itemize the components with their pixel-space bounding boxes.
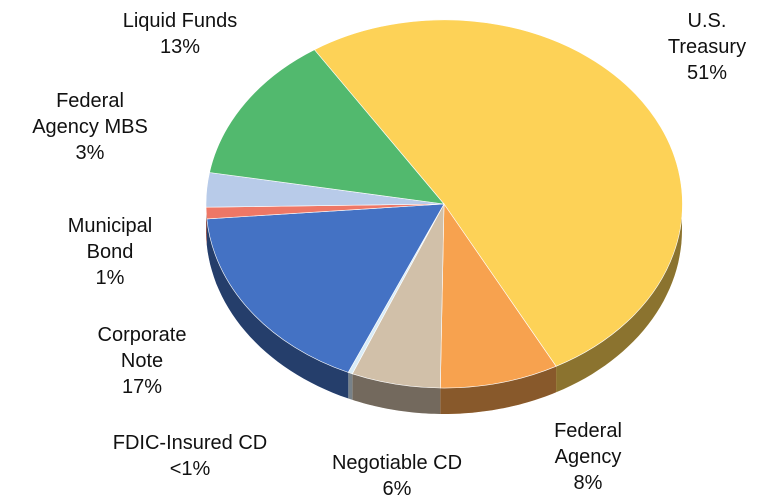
slice bbox=[209, 49, 445, 205]
slice-label: FDIC-Insured CD <1% bbox=[80, 430, 300, 482]
slice-label: Federal Agency MBS 3% bbox=[25, 88, 155, 166]
category-name: U.S. Treasury bbox=[667, 10, 747, 58]
category-name: Federal Agency bbox=[554, 420, 622, 468]
slice-side-shade bbox=[556, 204, 682, 393]
slice-label: Municipal Bond 1% bbox=[60, 213, 160, 291]
value-label: 17% bbox=[121, 376, 163, 398]
slice-label: Corporate Note 17% bbox=[87, 322, 197, 400]
slice-label: U.S. Treasury 51% bbox=[662, 8, 752, 86]
slice bbox=[206, 203, 445, 373]
value-label: 3% bbox=[75, 142, 105, 164]
slice-label: Negotiable CD 6% bbox=[297, 450, 497, 502]
category-name: Negotiable CD bbox=[331, 452, 463, 474]
slice-label: Federal Agency 8% bbox=[538, 418, 638, 496]
category-name: Municipal Bond bbox=[67, 215, 153, 263]
category-name: Corporate Note bbox=[97, 324, 187, 372]
slice bbox=[313, 19, 683, 367]
slice-side bbox=[206, 218, 349, 399]
slice-side-shade bbox=[348, 372, 353, 400]
slice-side bbox=[352, 373, 441, 414]
value-label: 6% bbox=[382, 478, 412, 500]
category-name: FDIC-Insured CD bbox=[112, 432, 268, 454]
slice-side-shade bbox=[352, 373, 441, 414]
value-label: 51% bbox=[686, 62, 728, 84]
slice-side bbox=[440, 366, 557, 414]
category-name: Liquid Funds bbox=[122, 10, 238, 32]
value-label: 1% bbox=[95, 267, 125, 289]
slice bbox=[439, 203, 557, 389]
slice-side-shade bbox=[206, 218, 349, 399]
value-label: 13% bbox=[159, 36, 201, 58]
slice-label: Liquid Funds 13% bbox=[80, 8, 280, 60]
slice-side bbox=[348, 372, 353, 400]
value-label: 8% bbox=[573, 472, 603, 494]
slice-side-shade bbox=[440, 366, 557, 414]
slice-side bbox=[556, 204, 682, 393]
category-name: Federal Agency MBS bbox=[32, 90, 148, 138]
value-label: <1% bbox=[169, 458, 211, 480]
